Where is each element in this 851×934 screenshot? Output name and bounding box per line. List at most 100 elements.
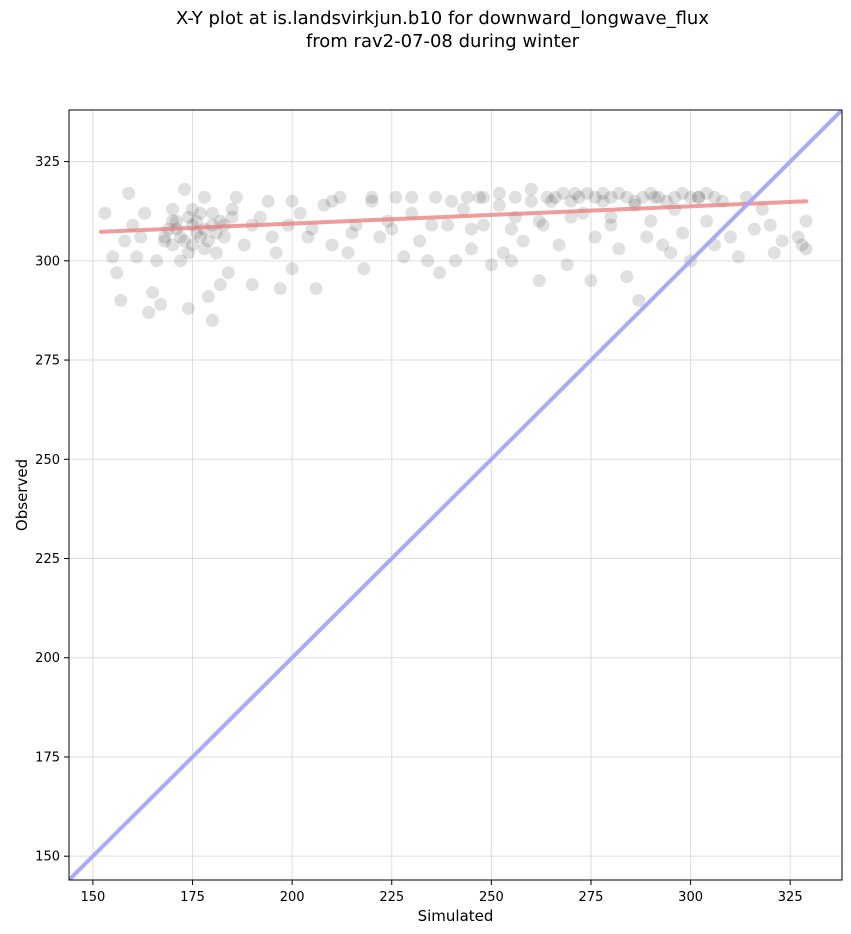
y-tick-label: 325 xyxy=(35,155,60,170)
scatter-point xyxy=(317,198,331,212)
scatter-point xyxy=(707,190,721,204)
scatter-point xyxy=(449,254,462,268)
scatter-point xyxy=(564,194,578,208)
scatter-point xyxy=(456,202,470,216)
scatter-point xyxy=(178,182,192,196)
scatter-point xyxy=(556,186,570,200)
x-tick-label: 175 xyxy=(180,890,205,905)
scatter-point xyxy=(190,214,204,228)
scatter-point xyxy=(532,274,546,288)
scatter-point xyxy=(472,190,486,204)
scatter-point xyxy=(441,218,455,232)
x-tick-label: 150 xyxy=(80,890,105,905)
scatter-point xyxy=(464,242,478,256)
scatter-point xyxy=(731,250,745,264)
scatter-point xyxy=(644,214,658,228)
scatter-point xyxy=(596,194,610,208)
scatter-point xyxy=(604,210,618,224)
scatter-point xyxy=(389,190,403,204)
scatter-point xyxy=(660,194,674,208)
scatter-point xyxy=(205,206,219,220)
one-to-one-line xyxy=(69,110,842,880)
scatter-point xyxy=(357,262,371,276)
scatter-point xyxy=(540,190,554,204)
scatter-point xyxy=(700,214,714,228)
scatter-point xyxy=(186,202,200,216)
scatter-point xyxy=(644,186,658,200)
scatter-point xyxy=(405,190,419,204)
y-axis-label: Observed xyxy=(13,459,31,531)
scatter-point xyxy=(273,282,287,296)
scatter-point xyxy=(460,190,474,204)
y-tick-label: 150 xyxy=(35,850,60,865)
scatter-point xyxy=(492,198,506,212)
scatter-point xyxy=(544,194,558,208)
scatter-point xyxy=(150,254,164,268)
y-tick-label: 175 xyxy=(35,750,60,765)
y-tick-label: 225 xyxy=(35,552,60,567)
scatter-point xyxy=(464,222,478,236)
scatter-point xyxy=(225,210,239,224)
scatter-point xyxy=(385,222,399,236)
chart-title: X-Y plot at is.landsvirkjun.b10 for down… xyxy=(176,8,709,29)
scatter-point xyxy=(421,254,435,268)
scatter-point xyxy=(221,266,235,280)
scatter-point xyxy=(612,186,626,200)
reference-lines xyxy=(69,110,842,880)
scatter-point xyxy=(668,190,682,204)
scatter-point xyxy=(174,254,188,268)
scatter-point xyxy=(98,206,112,220)
scatter-point xyxy=(504,254,518,268)
scatter-point xyxy=(568,186,582,200)
scatter-point xyxy=(552,238,566,252)
scatter-point xyxy=(182,246,196,260)
scatter-point xyxy=(700,186,714,200)
scatter-point xyxy=(692,190,706,204)
scatter-point xyxy=(134,230,148,244)
scatter-point xyxy=(413,234,427,248)
scatter-point xyxy=(182,210,196,224)
scatter-point xyxy=(484,258,498,272)
scatter-point xyxy=(261,194,275,208)
scatter-point xyxy=(225,202,239,216)
scatter-point xyxy=(504,222,518,236)
scatter-point xyxy=(763,218,777,232)
scatter-point xyxy=(429,190,443,204)
scatter-point xyxy=(345,226,359,240)
scatter-point xyxy=(118,234,132,248)
scatter-point xyxy=(205,313,219,327)
scatter-point xyxy=(333,190,347,204)
scatter-point xyxy=(628,194,642,208)
scatter-point xyxy=(269,246,283,260)
scatter-point xyxy=(325,238,339,252)
scatter-point xyxy=(496,246,510,260)
grid xyxy=(69,110,842,880)
scatter-point xyxy=(341,246,355,260)
scatter-point xyxy=(182,301,196,315)
scatter-point xyxy=(285,194,299,208)
x-tick-label: 325 xyxy=(778,890,803,905)
scatter-point xyxy=(791,230,805,244)
scatter-point xyxy=(588,230,602,244)
scatter-point xyxy=(114,294,128,308)
scatter-point xyxy=(433,266,447,280)
scatter-point xyxy=(122,186,136,200)
scatter-point xyxy=(325,194,339,208)
scatter-point xyxy=(201,290,215,304)
scatter-point xyxy=(445,194,459,208)
scatter-point xyxy=(664,246,678,260)
scatter-point xyxy=(253,210,267,224)
scatter-point xyxy=(656,238,670,252)
scatter-point xyxy=(576,206,590,220)
scatter-point xyxy=(166,238,180,252)
x-axis-label: Simulated xyxy=(418,907,494,925)
scatter-point xyxy=(684,190,698,204)
scatter-point xyxy=(209,226,223,240)
scatter-point xyxy=(229,190,243,204)
scatter-point xyxy=(476,218,490,232)
scatter-point xyxy=(536,218,550,232)
scatter-point xyxy=(373,230,387,244)
scatter-point xyxy=(305,222,319,236)
fit-line xyxy=(98,199,809,234)
